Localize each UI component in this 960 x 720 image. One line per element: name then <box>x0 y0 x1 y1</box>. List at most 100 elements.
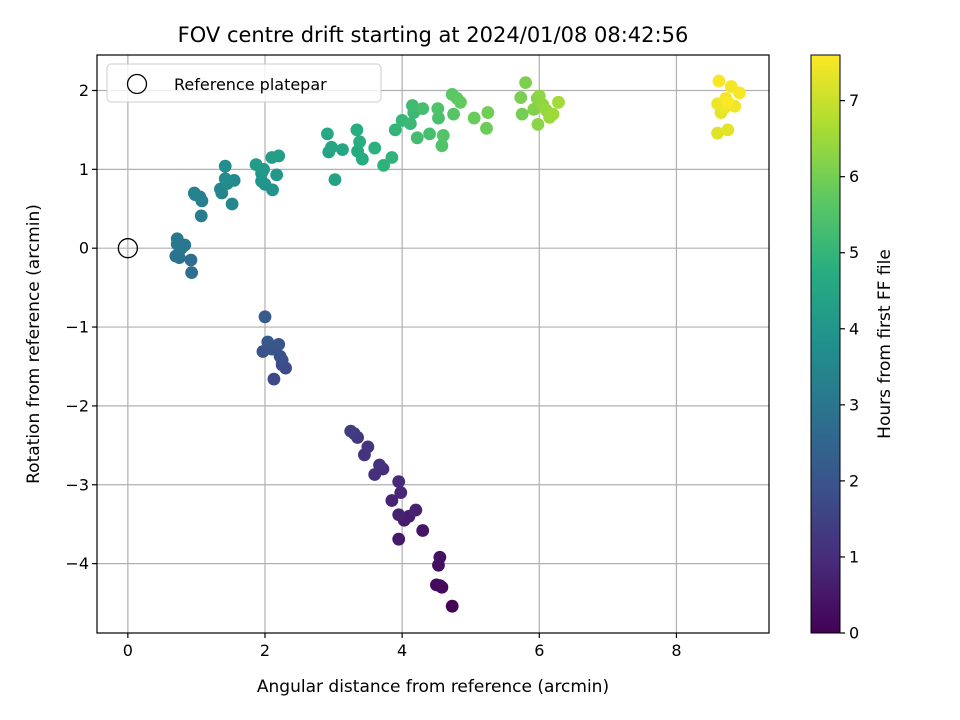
scatter-point <box>433 579 447 593</box>
scatter-point <box>423 127 436 141</box>
scatter-point <box>388 123 402 137</box>
scatter-point <box>373 458 386 472</box>
y-tick-label: −4 <box>65 554 89 573</box>
scatter-point <box>272 149 286 163</box>
colorbar-tick-label: 5 <box>849 243 859 262</box>
x-tick-label: 4 <box>397 641 407 660</box>
scatter-point <box>416 524 430 537</box>
scatter-point <box>409 503 423 517</box>
scatter-point <box>432 111 445 125</box>
colorbar-label: Hours from first FF file <box>875 249 895 439</box>
scatter-point <box>325 140 338 154</box>
scatter-point <box>336 143 349 157</box>
scatter-point <box>711 126 724 140</box>
scatter-point <box>467 111 481 125</box>
scatter-point <box>377 158 391 172</box>
scatter-point <box>431 102 445 116</box>
scatter-point <box>519 76 532 89</box>
colorbar-tick-label: 2 <box>849 471 859 490</box>
y-tick-label: −3 <box>65 475 89 494</box>
scatter-point <box>194 209 208 223</box>
colorbar-tick-label: 7 <box>849 91 859 110</box>
scatter-point <box>249 158 263 172</box>
legend: Reference platepar <box>106 63 382 103</box>
legend-entry-label: Reference platepar <box>174 75 327 94</box>
reference-marker-layer <box>117 238 139 259</box>
scatter-point <box>392 475 406 489</box>
x-axis-label: Angular distance from reference (arcmin) <box>257 677 609 697</box>
colorbar-tick-label: 3 <box>849 395 859 414</box>
x-tick-label: 8 <box>671 641 681 660</box>
scatter-point <box>394 486 408 500</box>
x-tick-label: 6 <box>534 641 544 660</box>
scatter-point <box>218 172 232 186</box>
y-axis-label: Rotation from reference (arcmin) <box>24 204 44 484</box>
scatter-point <box>406 99 419 112</box>
chart-title: FOV centre drift starting at 2024/01/08 … <box>178 23 689 47</box>
scatter-point <box>184 253 198 267</box>
scatter-point <box>267 372 281 386</box>
scatter-point <box>445 599 459 613</box>
plot-frame <box>96 54 770 634</box>
scatter-point <box>435 139 449 153</box>
scatter-point <box>392 508 406 522</box>
scatter-point <box>721 95 735 109</box>
scatter-point <box>733 86 746 100</box>
scatter-point <box>368 468 382 481</box>
scatter-point <box>187 186 201 200</box>
scatter-point <box>258 310 272 324</box>
scatter-point <box>721 123 735 137</box>
y-tick-label: −1 <box>65 318 89 337</box>
scatter-point <box>392 532 406 546</box>
legend-box <box>106 63 382 103</box>
scatter-point <box>355 152 369 166</box>
scatter-point <box>344 424 358 438</box>
legend-open-circle-icon <box>126 73 148 95</box>
scatter-point <box>552 95 565 109</box>
scatter-points <box>169 74 746 613</box>
scatter-point <box>225 197 239 211</box>
colorbar-tick-label: 1 <box>849 547 859 566</box>
scatter-point <box>454 95 467 109</box>
scatter-point <box>270 168 284 182</box>
y-axis-ticks: −4 −3 −2 −1 0 1 2 <box>65 81 97 573</box>
scatter-point <box>350 123 364 137</box>
colorbar-ticks: 0 1 2 3 4 5 6 7 <box>840 91 859 643</box>
scatter-point <box>385 151 399 164</box>
scatter-point <box>328 173 342 186</box>
scatter-point <box>712 74 726 88</box>
y-tick-label: 2 <box>79 81 89 100</box>
scatter-point <box>353 135 367 149</box>
scatter-point <box>416 102 430 116</box>
colorbar <box>810 54 841 634</box>
scatter-point <box>368 141 382 155</box>
scatter-point <box>480 121 493 135</box>
y-tick-label: 0 <box>79 239 89 258</box>
x-tick-label: 0 <box>123 641 133 660</box>
scatter-point <box>514 91 528 104</box>
x-tick-label: 2 <box>260 641 270 660</box>
scatter-point <box>261 335 275 349</box>
scatter-point <box>546 107 560 121</box>
scatter-point <box>436 129 450 142</box>
scatter-point <box>447 107 460 121</box>
colorbar-tick-label: 0 <box>849 624 859 643</box>
scatter-point <box>272 337 286 351</box>
scatter-point <box>481 106 495 119</box>
scatter-point <box>218 159 232 173</box>
colorbar-tick-label: 6 <box>849 167 859 186</box>
scatter-point <box>185 266 199 280</box>
scatter-point <box>361 440 375 454</box>
scatter-point <box>410 131 424 145</box>
scatter-point <box>433 550 447 564</box>
x-axis-ticks: 0 2 4 6 8 <box>123 633 682 660</box>
scatter-point <box>531 117 545 131</box>
scatter-point <box>515 107 529 121</box>
colorbar-tick-label: 4 <box>849 319 859 338</box>
scatter-point <box>385 494 399 507</box>
scatter-point <box>170 232 184 246</box>
scatter-point <box>403 117 417 131</box>
scatter-point <box>321 127 334 141</box>
y-tick-label: −2 <box>65 396 89 415</box>
